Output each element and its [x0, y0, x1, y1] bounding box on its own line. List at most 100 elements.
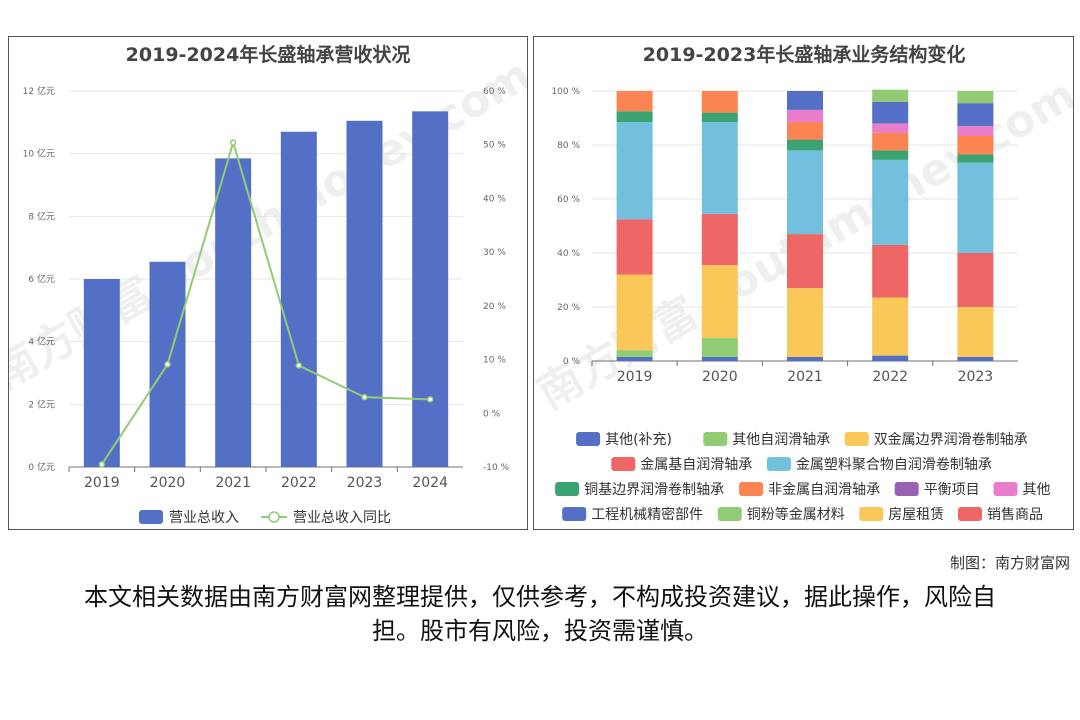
y-tick-label: 60 %: [557, 195, 580, 205]
x-tick-label: 2021: [787, 369, 823, 385]
stacked-segment: [787, 356, 823, 361]
stacked-segment: [616, 91, 653, 112]
stacked-segment: [872, 355, 909, 361]
y-tick-label: 40 %: [557, 249, 580, 259]
y-right-tick-label: 30 %: [483, 248, 506, 258]
x-tick-label: 2022: [281, 475, 317, 491]
legend-swatch: [717, 507, 742, 521]
legend-swatch: [894, 482, 919, 496]
y-tick-label: 0 %: [563, 357, 581, 367]
y-right-tick-label: 40 %: [483, 194, 506, 204]
stacked-segment: [701, 122, 738, 214]
y-left-tick-label: 6 亿元: [28, 273, 55, 285]
x-tick-label: 2024: [412, 475, 448, 491]
y-left-tick-label: 0 亿元: [28, 461, 55, 473]
yoy-growth-point: [361, 393, 368, 401]
legend-swatch: [611, 457, 636, 471]
legend-swatch: [739, 482, 764, 496]
stacked-segment: [701, 91, 738, 113]
business-structure-chart: 南方财富 southmoney.com2019-2023年长盛轴承业务结构变化0…: [529, 43, 1080, 523]
legend-label: 其他: [1023, 482, 1051, 498]
stacked-segment: [957, 91, 994, 104]
stacked-segment: [701, 338, 738, 357]
x-tick-label: 2019: [617, 369, 653, 385]
legend-swatch: [958, 507, 982, 521]
y-right-tick-label: 0 %: [483, 409, 501, 419]
chart-title: 2019-2023年长盛轴承业务结构变化: [643, 43, 966, 66]
stacked-segment: [787, 288, 823, 357]
y-left-tick-label: 12 亿元: [23, 85, 55, 97]
stacked-segment: [872, 244, 909, 298]
legend-swatch: [844, 432, 869, 446]
chart-credit: 制图：南方财富网: [949, 554, 1070, 572]
stacked-segment: [616, 111, 653, 123]
stacked-segment: [616, 122, 653, 220]
legend-label: 销售商品: [987, 507, 1043, 523]
revenue-bar: [412, 111, 449, 467]
stacked-segment: [957, 307, 994, 357]
stacked-segment: [957, 135, 994, 155]
yoy-growth-point: [295, 362, 303, 369]
yoy-growth-line: [100, 139, 431, 465]
x-tick-label: 2021: [215, 475, 251, 491]
legend-label: 铜基边界润滑卷制轴承: [584, 481, 724, 498]
legend-label: 平衡项目: [924, 482, 980, 498]
revenue-chart-panel: 南方财富 southmoney.com 2019-2024年长盛轴承营收状况 0 亿…: [0, 36, 540, 530]
x-tick-label: 2022: [872, 369, 908, 385]
stacked-segment: [957, 356, 994, 361]
y-tick-label: 80 %: [557, 141, 580, 151]
stacked-segment: [701, 265, 738, 339]
legend-label: 工程机械精密部件: [591, 506, 703, 523]
legend-swatch: [859, 507, 884, 521]
stacked-segment: [701, 112, 738, 123]
y-tick-label: 100 %: [551, 87, 580, 97]
stacked-segment: [957, 253, 994, 307]
y-left-tick-label: 2 亿元: [28, 398, 55, 410]
revenue-bar: [215, 158, 252, 467]
legend-label: 金属塑料聚合物自润滑卷制轴承: [796, 456, 992, 473]
x-tick-label: 2020: [150, 475, 186, 491]
chart-title: 2019-2024年长盛轴承营收状况: [126, 43, 411, 66]
stacked-segment: [957, 103, 994, 127]
legend-label: 房屋租赁: [888, 507, 944, 523]
y-right-tick-label: 10 %: [483, 356, 506, 366]
stacked-segment: [787, 122, 823, 140]
legend-swatch-revenue: [139, 510, 163, 524]
disclaimer-text: 本文相关数据由南方财富网整理提供，仅供参考，不构成投资建议，据此操作，风险自担。…: [84, 583, 996, 645]
stacked-segment: [616, 219, 653, 275]
stacked-segment: [872, 89, 909, 102]
yoy-growth-point: [426, 396, 434, 403]
legend-swatch-yoy-point: [268, 511, 280, 523]
legend-swatch: [562, 507, 587, 521]
legend-label: 其他自润滑轴承: [732, 431, 830, 448]
legend-swatch: [703, 432, 728, 446]
revenue-bar: [346, 120, 383, 468]
revenue-bar: [83, 279, 120, 467]
legend-swatch: [576, 432, 601, 446]
stacked-segment: [616, 274, 653, 351]
y-right-tick-label: 20 %: [483, 302, 506, 312]
stacked-segment: [872, 297, 909, 356]
legend-label: 铜粉等金属材料: [747, 506, 845, 523]
stacked-segment: [701, 356, 738, 361]
yoy-growth-point: [164, 361, 171, 368]
yoy-growth-point: [98, 461, 106, 468]
legend-label: 金属基自润滑轴承: [640, 456, 752, 473]
legend-swatch: [766, 457, 791, 471]
y-tick-label: 20 %: [557, 303, 580, 313]
stacked-segment: [872, 132, 909, 151]
stacked-segment: [787, 150, 823, 235]
stacked-segment: [957, 162, 994, 253]
stacked-segment: [957, 126, 994, 136]
revenue-bar: [280, 131, 317, 467]
yoy-growth-point: [229, 139, 237, 146]
y-left-tick-label: 4 亿元: [28, 336, 55, 348]
legend-label: 双金属边界润滑卷制轴承: [874, 431, 1028, 448]
legend-swatch: [555, 482, 580, 496]
y-right-tick-label: -10 %: [483, 463, 510, 473]
stacked-segment: [787, 139, 823, 151]
y-left-tick-label: 8 亿元: [28, 210, 55, 222]
stacked-segment: [787, 109, 823, 123]
stacked-segment: [616, 350, 653, 357]
